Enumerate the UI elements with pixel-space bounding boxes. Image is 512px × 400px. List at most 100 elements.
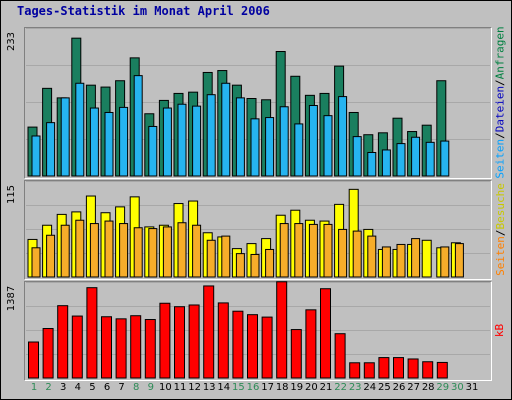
legend-word: Seiten [493, 235, 507, 276]
kb-bar [305, 309, 317, 379]
kb-bar [261, 316, 273, 379]
seiten-bar [352, 230, 362, 278]
x-tick-label: 18 [275, 382, 289, 393]
seiten-bar [46, 234, 56, 278]
kb-bar [422, 361, 434, 379]
x-tick-label: 14 [217, 382, 231, 393]
kb-bar [363, 362, 375, 379]
kb-bar [115, 318, 127, 379]
x-tick-label: 25 [378, 382, 391, 393]
kb-bar [334, 333, 346, 379]
x-tick-label: 20 [305, 382, 318, 393]
legend-pages-visits: Seiten/Besuche [490, 180, 510, 278]
x-tick-label: 29 [436, 382, 450, 393]
kb-bar [188, 304, 200, 379]
kb-bar [276, 281, 288, 379]
dateien-bar [60, 97, 70, 177]
x-tick-label: 26 [392, 382, 406, 393]
dateien-bar [235, 97, 245, 177]
x-tick-label: 6 [103, 382, 111, 393]
seiten-bar [148, 228, 158, 278]
x-tick-label: 23 [348, 382, 362, 393]
legend-word: Seiten [493, 138, 507, 179]
seiten-bar [323, 223, 333, 278]
dateien-bar [31, 135, 41, 177]
x-tick-label: 22 [334, 382, 347, 393]
seiten-bar [440, 246, 450, 278]
dateien-bar [162, 107, 172, 177]
kb-bar [57, 305, 69, 379]
x-tick-label: 9 [147, 382, 154, 393]
dateien-bar [148, 125, 158, 177]
x-tick-label: 16 [246, 382, 260, 393]
seiten-bar [60, 224, 70, 278]
kb-bar [203, 285, 215, 379]
dateien-bar [396, 143, 406, 177]
kb-bar [174, 306, 185, 379]
kb-bar [247, 314, 258, 379]
dateien-bar [279, 106, 289, 177]
x-tick-label: 11 [173, 382, 187, 393]
kb-bar [86, 287, 98, 379]
legend-word: / [493, 131, 507, 139]
legend-word: Besuche [493, 182, 507, 229]
x-tick-label: 15 [232, 382, 245, 393]
dateien-bar [323, 115, 333, 177]
dateien-bar [89, 107, 99, 177]
seiten-bar [177, 222, 187, 278]
kb-bar [407, 358, 419, 379]
kb-bar [42, 328, 54, 379]
seiten-bar [221, 235, 231, 278]
kb-bar [320, 288, 331, 379]
seiten-bar [104, 220, 114, 278]
seiten-bar [250, 253, 260, 278]
seiten-bar [89, 223, 99, 278]
legend-word: / [493, 78, 507, 86]
x-tick-label: 30 [451, 382, 464, 393]
kb-bar [130, 315, 142, 379]
x-tick-label: 4 [74, 382, 81, 393]
dateien-bar [425, 141, 435, 177]
dateien-bar [308, 104, 318, 177]
dateien-bar [294, 123, 304, 177]
x-tick-label: 12 [188, 382, 201, 393]
dateien-bar [177, 103, 187, 177]
x-tick-label: 21 [319, 382, 333, 393]
dateien-bar [338, 96, 348, 177]
x-tick-label: 24 [363, 382, 377, 393]
dateien-bar [221, 82, 231, 177]
seiten-bar [454, 243, 464, 278]
kb-bar [290, 329, 302, 379]
legend-word: kB [493, 323, 507, 337]
dateien-bar [75, 82, 85, 177]
legend-hits-files: Seiten/Dateien/Anfragen [490, 25, 510, 179]
dateien-bar [133, 75, 143, 177]
seiten-bar [133, 227, 143, 278]
dateien-bar [367, 151, 377, 177]
dateien-bar [411, 136, 421, 177]
x-tick-label: 8 [133, 382, 140, 393]
x-tick-label: 10 [159, 382, 172, 393]
seiten-bar [294, 223, 304, 278]
kb-bar [159, 302, 171, 379]
kb-bar [393, 357, 404, 379]
dateien-bar [119, 106, 129, 177]
x-tick-label: 7 [118, 382, 125, 393]
seiten-bar [338, 228, 348, 278]
besuche-bar [421, 239, 432, 278]
kb-bar [144, 319, 156, 379]
legend-word: Anfragen [493, 25, 507, 79]
dateien-bar [104, 111, 114, 177]
kb-bar [436, 361, 448, 379]
x-tick-label: 3 [60, 382, 67, 393]
kb-bar [71, 315, 83, 379]
x-tick-label: 2 [45, 382, 52, 393]
legend-word: / [493, 228, 507, 236]
x-tick-label: 27 [407, 382, 420, 393]
dateien-bar [352, 136, 362, 177]
kb-bar [349, 362, 361, 379]
legend-word: Dateien [493, 85, 507, 132]
seiten-bar [411, 238, 421, 278]
dateien-bar [46, 122, 56, 177]
